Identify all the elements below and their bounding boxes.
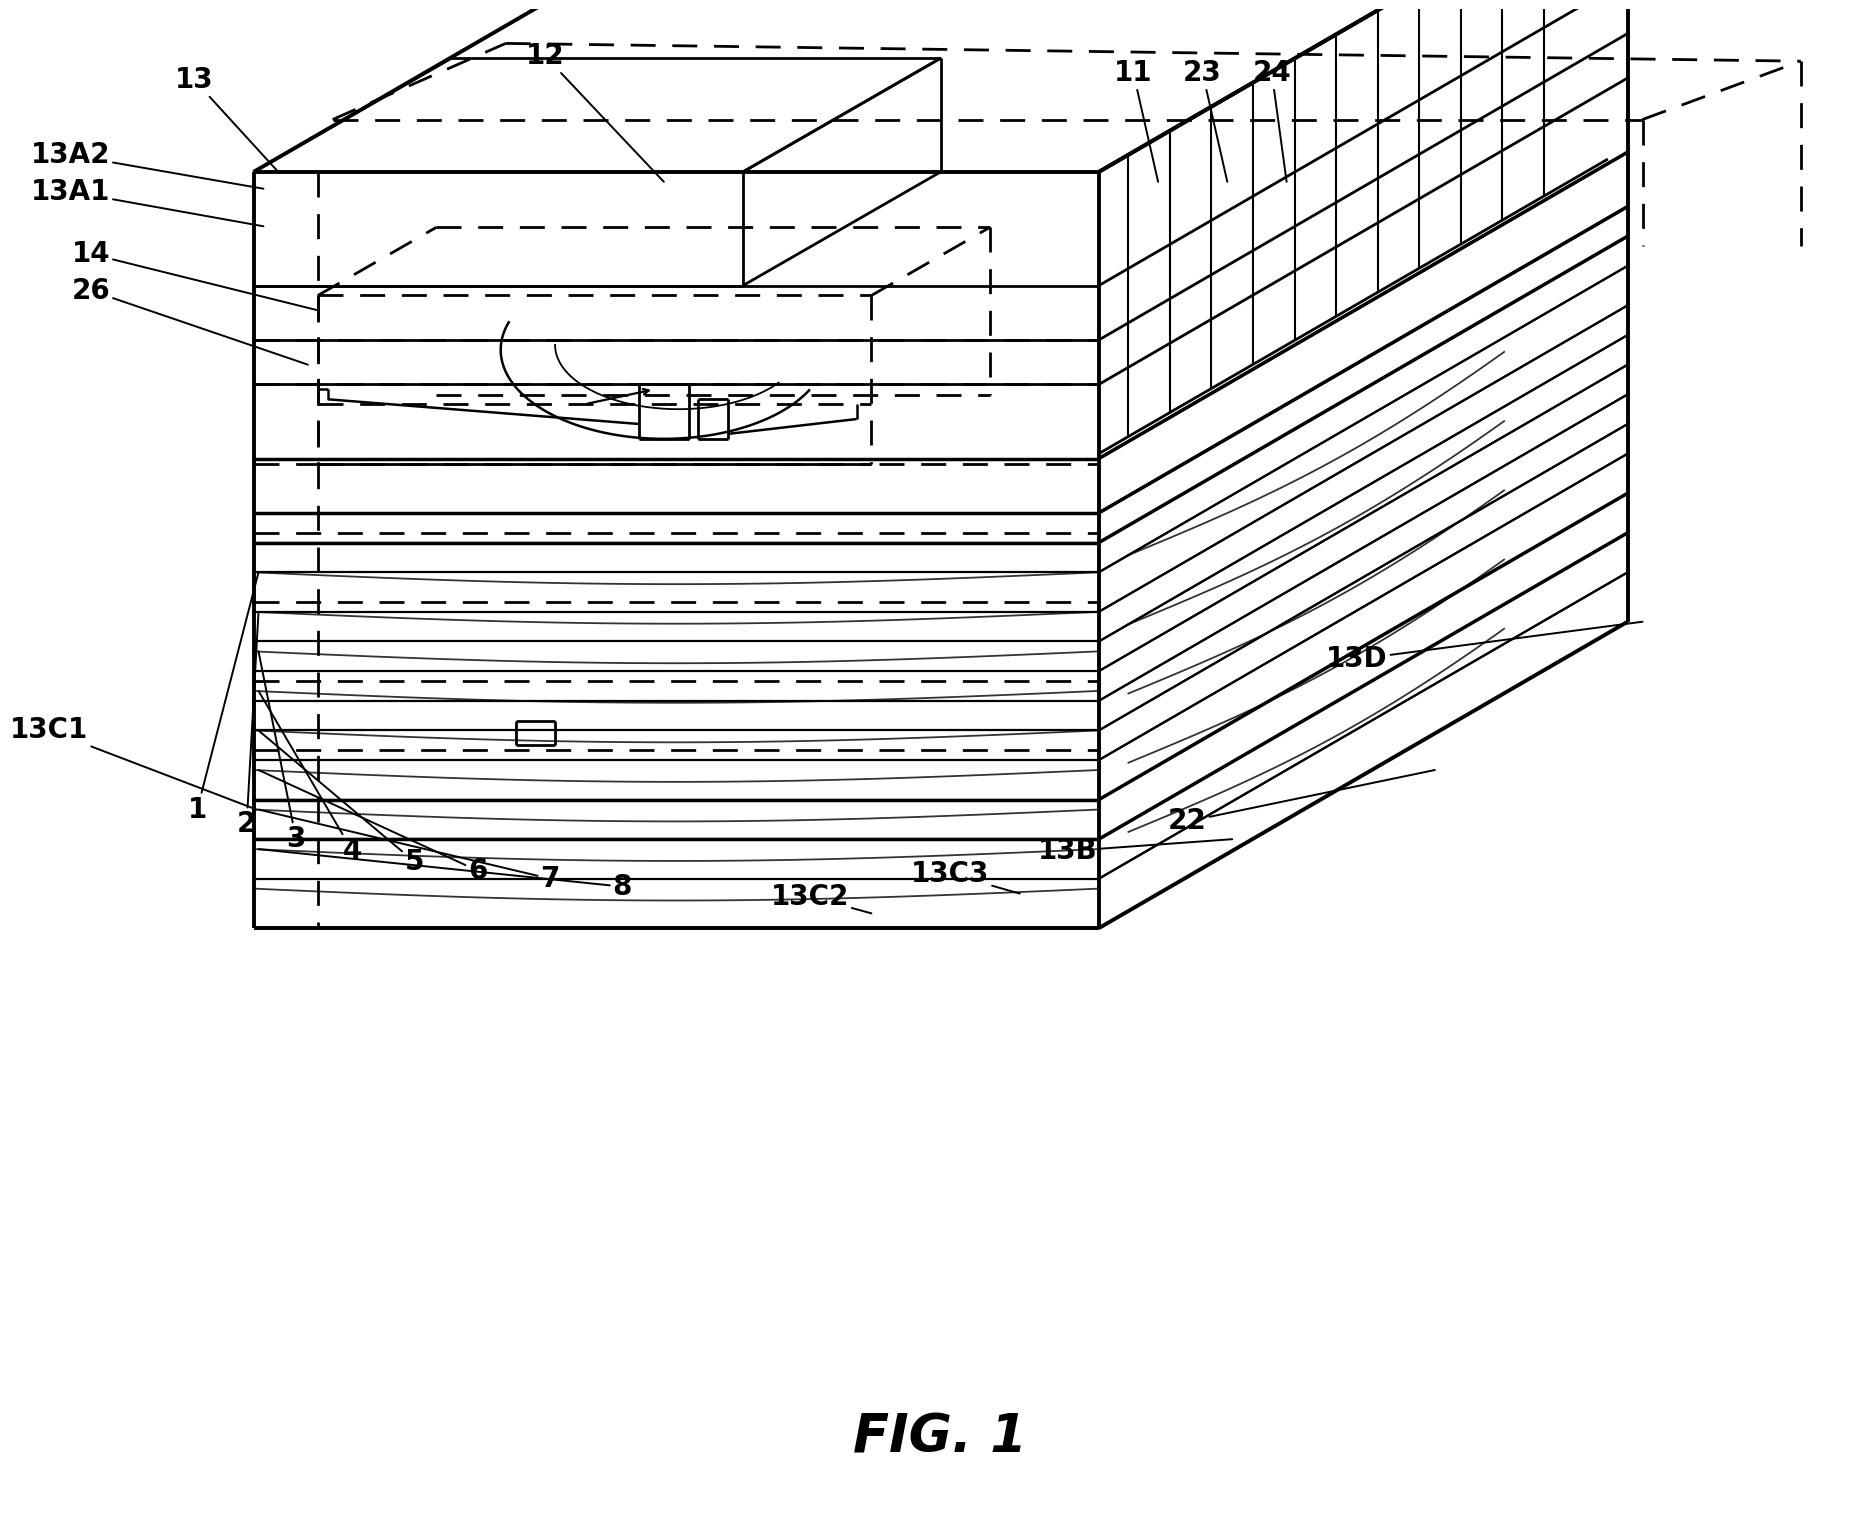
Text: 23: 23: [1182, 59, 1227, 182]
Text: 22: 22: [1167, 770, 1435, 835]
Text: 6: 6: [258, 770, 487, 885]
Text: 13C1: 13C1: [9, 716, 257, 810]
Text: 13A1: 13A1: [32, 177, 264, 226]
Text: 2: 2: [236, 611, 258, 838]
Text: 13A2: 13A2: [32, 142, 264, 189]
Text: 13B: 13B: [1037, 838, 1233, 865]
Text: 14: 14: [73, 240, 318, 311]
Text: 8: 8: [258, 849, 632, 901]
Text: 5: 5: [258, 730, 424, 876]
Text: 13: 13: [175, 66, 279, 172]
Text: 4: 4: [258, 691, 363, 865]
Text: FIG. 1: FIG. 1: [853, 1411, 1026, 1463]
Text: 24: 24: [1253, 59, 1292, 182]
Text: 12: 12: [526, 42, 664, 182]
Text: 13C3: 13C3: [911, 859, 1021, 893]
Text: 11: 11: [1114, 59, 1158, 182]
Text: 1: 1: [188, 573, 258, 824]
Text: 26: 26: [71, 277, 309, 365]
Text: 3: 3: [258, 651, 305, 853]
Text: 13C2: 13C2: [771, 882, 872, 913]
Text: 7: 7: [258, 810, 560, 893]
Text: 13D: 13D: [1325, 622, 1643, 673]
